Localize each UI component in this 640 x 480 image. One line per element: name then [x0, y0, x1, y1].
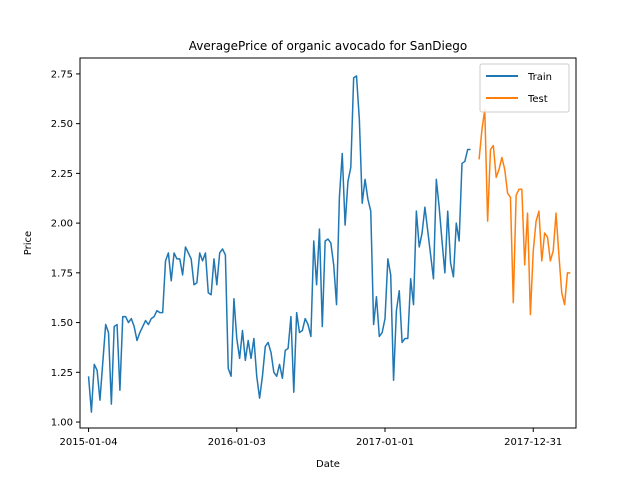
- plot-lines: [87, 75, 571, 413]
- y-axis-label: Price: [23, 231, 34, 255]
- y-tick-label: 1.25: [51, 368, 73, 379]
- x-tick-label: 2015-01-04: [59, 437, 117, 448]
- y-tick-label: 1.50: [51, 318, 73, 329]
- plot-frame: [79, 57, 577, 429]
- y-tick-label: 2.00: [51, 219, 73, 230]
- legend: Train Test: [479, 63, 570, 113]
- y-axis: 1.00 1.25 1.50 1.75 2.00 2.25 2.50 2.75: [51, 69, 80, 429]
- x-tick-label: 2017-12-31: [504, 437, 562, 448]
- x-tick-label: 2017-01-01: [356, 437, 414, 448]
- x-tick-label: 2016-01-03: [208, 437, 266, 448]
- y-tick-label: 1.75: [51, 268, 73, 279]
- chart-title: AveragePrice of organic avocado for SanD…: [189, 39, 467, 53]
- legend-label-test: Test: [527, 94, 548, 105]
- legend-label-train: Train: [527, 72, 552, 83]
- series-line-train: [87, 75, 471, 413]
- y-tick-label: 2.25: [51, 169, 73, 180]
- y-tick-label: 2.50: [51, 119, 73, 130]
- x-axis-label: Date: [316, 459, 340, 470]
- legend-box: [479, 63, 570, 113]
- y-tick-label: 1.00: [51, 418, 73, 429]
- x-axis: 2015-01-04 2016-01-03 2017-01-01 2017-12-31: [59, 428, 562, 448]
- series-line-test: [478, 108, 571, 316]
- y-tick-label: 2.75: [51, 69, 73, 80]
